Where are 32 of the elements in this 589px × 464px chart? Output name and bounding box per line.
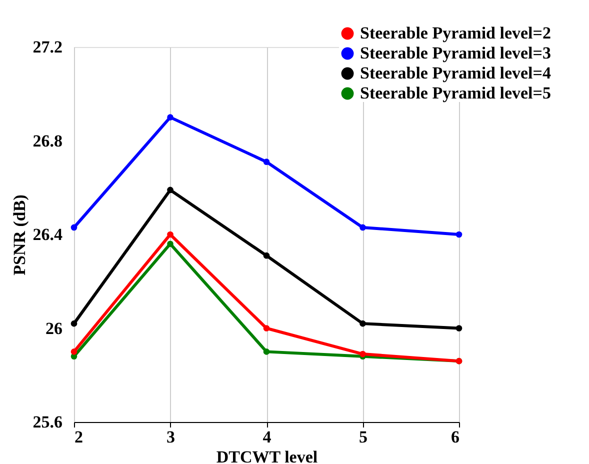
legend-label: Steerable Pyramid level=4 (360, 64, 552, 82)
point (167, 240, 174, 248)
y-tick-label: 27.2 (32, 38, 62, 56)
point (167, 114, 174, 120)
point (360, 320, 366, 327)
x-tick-label: 3 (166, 428, 175, 446)
y-tick-label: 26 (46, 318, 62, 338)
point (70, 320, 78, 327)
x-tick-label: 6 (451, 428, 460, 446)
y-tick-label: 26.8 (32, 131, 62, 150)
x-axis-title: DTCWT level (216, 448, 318, 464)
point (263, 348, 270, 355)
legend-label: Steerable Pyramid level=5 (360, 84, 551, 102)
point (70, 348, 78, 355)
y-axis-title: PSNR (dB) (10, 194, 29, 276)
legend-label: Steerable Pyramid level=2 (360, 24, 551, 42)
point (360, 350, 366, 358)
point (167, 186, 174, 194)
point (456, 325, 462, 332)
legend-label: Steerable Pyramid level=3 (360, 44, 551, 62)
x-tick-label: 5 (359, 428, 368, 446)
point (70, 224, 78, 231)
y-tick-label: 26.4 (32, 225, 63, 244)
point (263, 252, 270, 259)
point (360, 224, 366, 231)
point (263, 158, 270, 165)
x-tick-label: 2 (74, 428, 83, 446)
y-tick-label: 25.6 (32, 412, 62, 432)
point (263, 325, 270, 332)
x-tick-label: 4 (262, 428, 272, 446)
point (456, 231, 462, 238)
point (167, 231, 174, 238)
